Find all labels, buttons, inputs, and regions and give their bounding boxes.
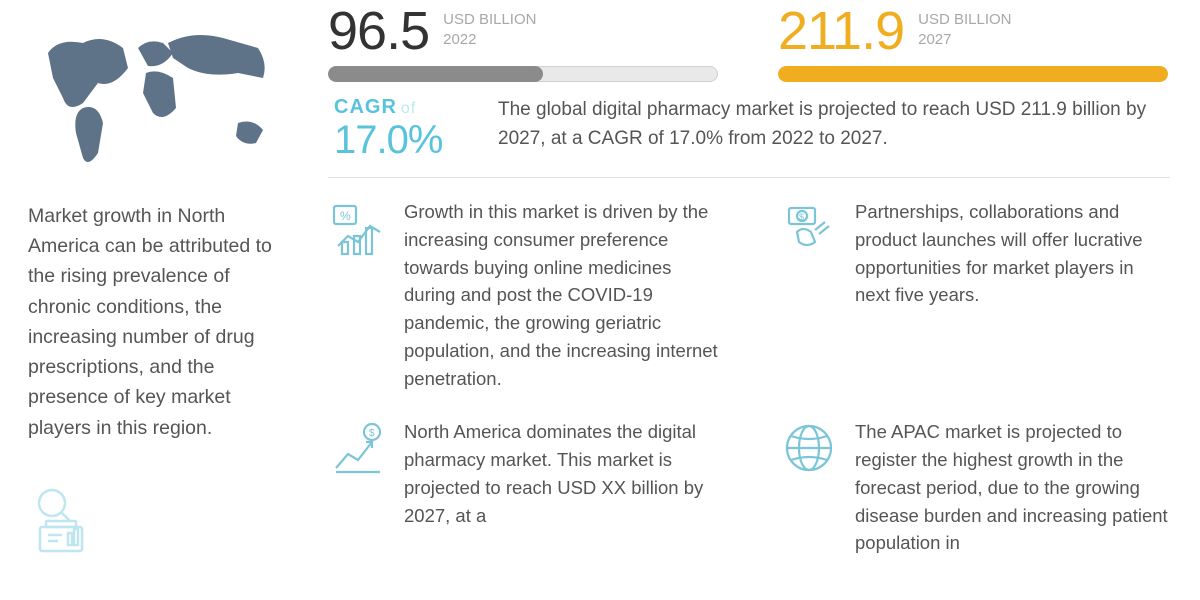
info-text: Partnerships, collaborations and product…: [855, 198, 1170, 309]
cagr-label: CAGRof: [334, 96, 464, 119]
progress-2027: [778, 66, 1168, 82]
left-description: Market growth in North America can be at…: [28, 201, 288, 443]
summary-text: The global digital pharmacy market is pr…: [498, 96, 1170, 153]
progress-2022-fill: [328, 66, 543, 82]
info-text: The APAC market is projected to register…: [855, 418, 1170, 557]
uptrend-icon: $: [328, 418, 388, 478]
svg-text:$: $: [799, 212, 804, 222]
cagr-block: CAGRof 17.0%: [334, 96, 464, 161]
cagr-row: CAGRof 17.0% The global digital pharmacy…: [328, 96, 1170, 178]
metric-2022: 96.5 USD BILLION 2022: [328, 4, 718, 82]
partnership-icon: $: [779, 198, 839, 258]
info-item: The APAC market is projected to register…: [779, 418, 1170, 557]
info-grid: % Growth in this market is driven by the…: [328, 198, 1170, 557]
info-text: North America dominates the digital phar…: [404, 418, 719, 529]
report-icon: [28, 483, 100, 553]
metric-2022-value: 96.5: [328, 4, 429, 58]
metric-2027: 211.9 USD BILLION 2027: [778, 4, 1168, 82]
progress-2022: [328, 66, 718, 82]
metrics-row: 96.5 USD BILLION 2022 211.9 USD BILLION: [328, 0, 1170, 82]
left-column: Market growth in North America can be at…: [0, 0, 310, 600]
infographic-container: Market growth in North America can be at…: [0, 0, 1200, 600]
svg-text:$: $: [369, 428, 375, 439]
metric-2022-label: USD BILLION 2022: [443, 10, 536, 49]
info-item: $ Partnerships, collaborations and produ…: [779, 198, 1170, 392]
svg-text:%: %: [340, 209, 351, 223]
cagr-value: 17.0%: [334, 119, 464, 161]
info-text: Growth in this market is driven by the i…: [404, 198, 719, 392]
info-item: $ North America dominates the digital ph…: [328, 418, 719, 557]
world-map-icon: [28, 18, 278, 173]
growth-chart-icon: %: [328, 198, 388, 258]
globe-icon: [779, 418, 839, 478]
progress-2027-fill: [778, 66, 1168, 82]
info-item: % Growth in this market is driven by the…: [328, 198, 719, 392]
metric-2027-value: 211.9: [778, 4, 904, 58]
metric-2027-label: USD BILLION 2027: [918, 10, 1011, 49]
right-column: 96.5 USD BILLION 2022 211.9 USD BILLION: [310, 0, 1200, 600]
